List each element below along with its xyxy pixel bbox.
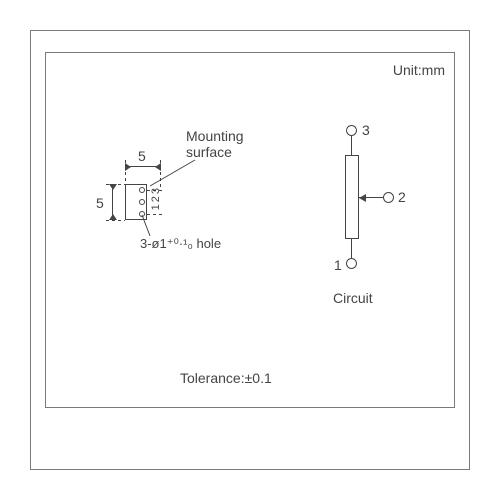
pin1-label: 1	[334, 257, 342, 274]
pad-1	[139, 187, 145, 193]
pot-lead-bottom	[351, 239, 352, 258]
pad-2	[139, 199, 145, 205]
pin3-label: 3	[362, 122, 370, 139]
mounting-surface-label: Mountingsurface	[186, 128, 244, 160]
dim-arrow-h-b	[109, 214, 117, 220]
pad-ext-3	[147, 214, 163, 215]
pin3-circle	[346, 125, 357, 136]
diagram-canvas: { "unit_label": "Unit:mm", "tolerance_la…	[0, 0, 500, 500]
pad-3	[139, 211, 145, 217]
circuit-label: Circuit	[333, 290, 373, 307]
dim-line-width	[128, 166, 158, 167]
pin2-label: 2	[398, 189, 406, 206]
tolerance-label: Tolerance:±0.1	[180, 370, 272, 387]
pot-body	[345, 155, 359, 239]
dim-arrow-w-l	[125, 163, 131, 171]
dim-arrow-h-t	[109, 184, 117, 190]
inner-frame	[45, 52, 455, 408]
pin1-circle	[346, 258, 357, 269]
ext-line-left-bot	[106, 220, 125, 221]
dim-height: 5	[96, 195, 104, 212]
wiper-arrow	[359, 194, 366, 202]
dim-arrow-w-r	[155, 163, 161, 171]
pin2-circle	[383, 192, 394, 203]
mounting-surface-text-1: Mountingsurface	[186, 128, 244, 160]
hole-spec-label: 3-ø1⁺⁰·¹₀ hole	[140, 236, 221, 252]
dim-width: 5	[138, 148, 146, 165]
unit-label: Unit:mm	[393, 62, 445, 79]
pot-lead-top	[351, 136, 352, 155]
pad-numbers: 123	[150, 186, 163, 210]
dim-line-height	[112, 187, 113, 217]
